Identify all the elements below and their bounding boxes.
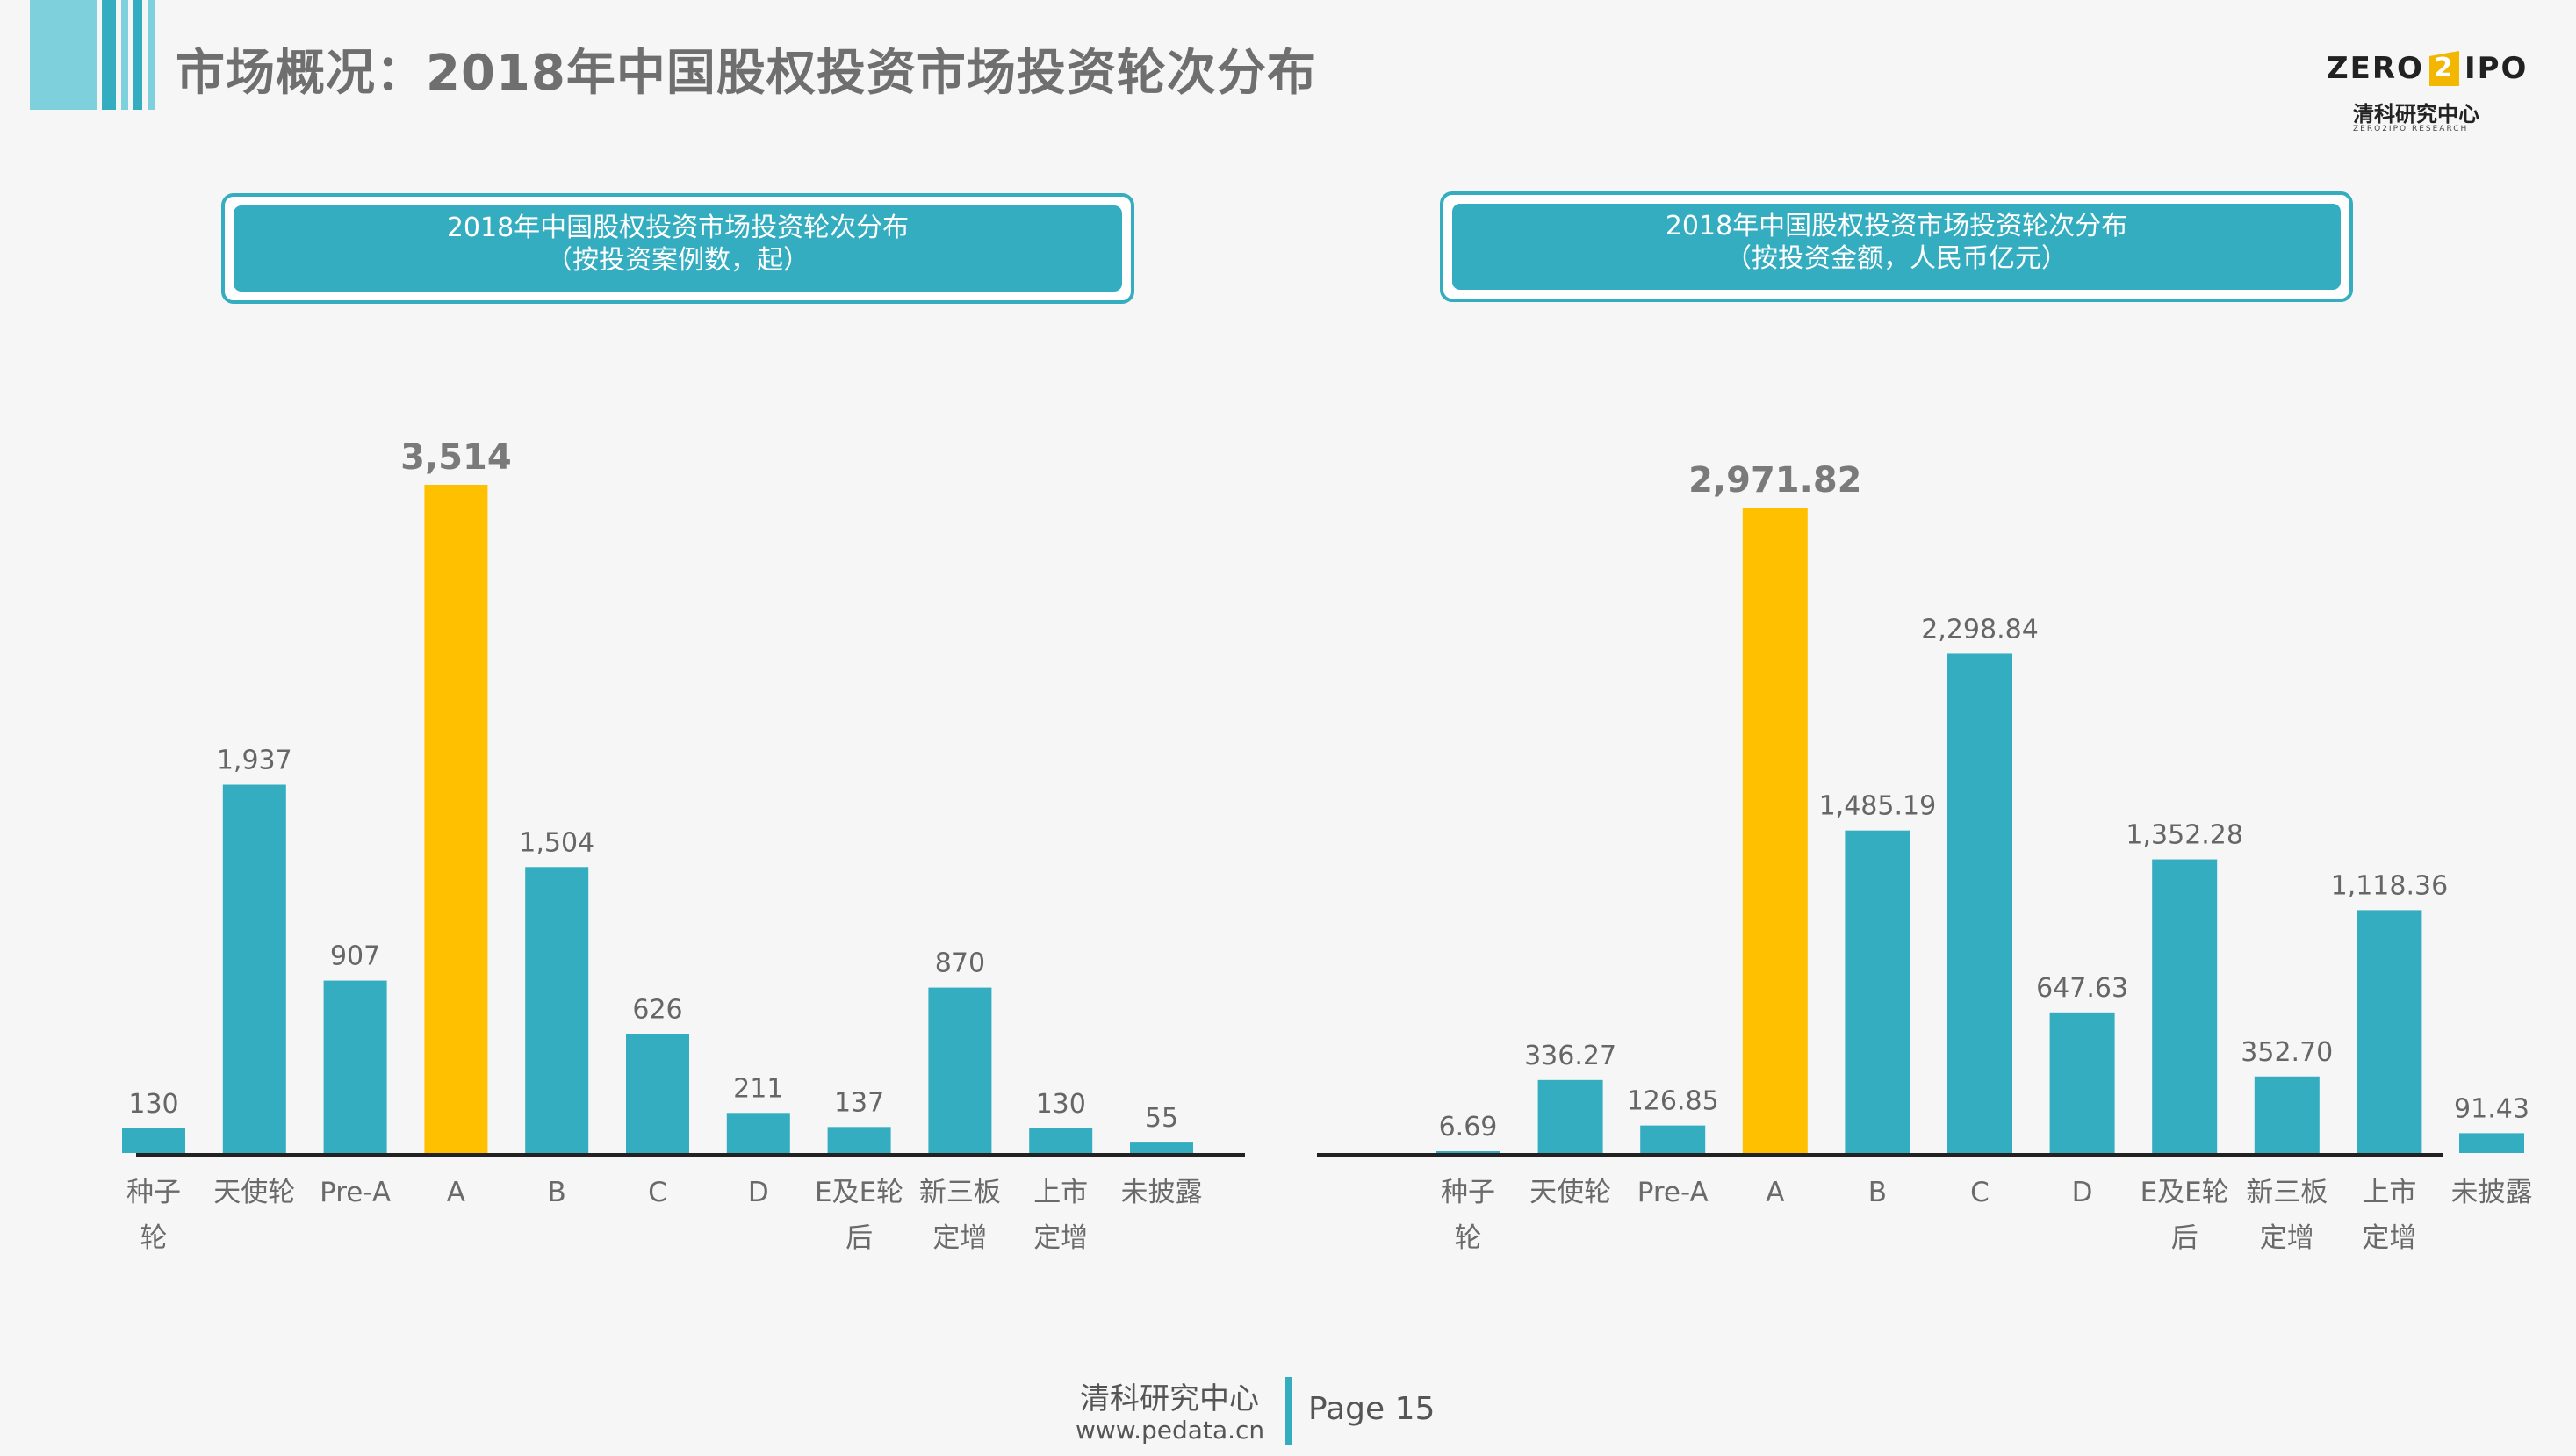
data-label: 130 — [1036, 1089, 1086, 1120]
bar — [424, 485, 488, 1153]
category-label: 种子轮 — [1441, 1177, 1495, 1254]
bar — [1436, 1151, 1500, 1153]
bar — [1845, 830, 1910, 1153]
chart-title-inner: 2018年中国股权投资市场投资轮次分布 （按投资案例数，起） — [234, 205, 1122, 292]
bar — [222, 784, 286, 1153]
data-label: 2,298.84 — [1921, 614, 2039, 645]
page-title: 市场概况：2018年中国股权投资市场投资轮次分布 — [176, 45, 1317, 102]
bar — [2357, 910, 2422, 1153]
data-label: 336.27 — [1524, 1041, 1616, 1071]
bar — [2254, 1076, 2320, 1153]
bar — [928, 987, 992, 1153]
category-label: 种子轮 — [126, 1177, 181, 1254]
data-label: 130 — [128, 1089, 178, 1120]
chart-title-inner: 2018年中国股权投资市场投资轮次分布 （按投资金额，人民币亿元） — [1452, 204, 2341, 290]
bar — [122, 1128, 185, 1153]
category-label: Pre-A — [320, 1177, 391, 1208]
chart-amount: 6.69 种子轮 336.27 天使轮 126.85 Pre-A 2,971.82 A 1,48… — [1317, 460, 2533, 1254]
category-label: D — [748, 1177, 769, 1208]
bar — [2049, 1012, 2115, 1153]
category-label: 新三板定增 — [2246, 1177, 2328, 1254]
data-label: 626 — [632, 994, 682, 1025]
chart-title-box-cases: 2018年中国股权投资市场投资轮次分布 （按投资案例数，起） — [221, 193, 1134, 304]
logo-tagline: ZERO2IPO RESEARCH — [2353, 125, 2469, 133]
bar — [1029, 1128, 1093, 1153]
data-label: 647.63 — [2036, 973, 2128, 1004]
bar — [1947, 653, 2012, 1153]
bar — [1742, 508, 1808, 1153]
category-label: E及E轮后 — [2141, 1177, 2229, 1254]
category-label: B — [1868, 1177, 1887, 1208]
category-label: B — [548, 1177, 566, 1208]
category-label: E及E轮后 — [815, 1177, 903, 1254]
bar — [525, 867, 589, 1153]
logo-left-text: ZERO — [2327, 51, 2424, 86]
category-label: 上市定增 — [1033, 1177, 1088, 1254]
chart-title-line2: （按投资案例数，起） — [546, 245, 809, 276]
category-label: D — [2072, 1177, 2093, 1208]
data-label: 126.85 — [1627, 1086, 1719, 1117]
bar — [1130, 1142, 1193, 1153]
category-label: 新三板定增 — [919, 1177, 1001, 1254]
logo-number: 2 — [2428, 51, 2459, 86]
category-label: C — [1970, 1177, 1990, 1208]
bar — [323, 980, 387, 1153]
category-label: Pre-A — [1637, 1177, 1709, 1208]
data-label: 55 — [1145, 1103, 1178, 1134]
footer-brand: 清科研究中心 — [1080, 1381, 1259, 1416]
category-label: 天使轮 — [1529, 1177, 1611, 1208]
chart-title-line2: （按投资金额，人民币亿元） — [1725, 243, 2068, 274]
category-label: A — [1766, 1177, 1784, 1208]
data-label: 211 — [733, 1073, 783, 1104]
header-decoration — [30, 0, 162, 110]
footer-divider — [1285, 1377, 1292, 1445]
logo-wordmark: ZERO 2 IPO — [2327, 51, 2528, 86]
page-number: Page 15 — [1308, 1391, 1436, 1427]
bar — [2459, 1133, 2524, 1153]
bar — [2152, 859, 2218, 1153]
bar — [1537, 1079, 1603, 1153]
category-label: A — [447, 1177, 465, 1208]
logo-subtitle: 清科研究中心 — [2353, 102, 2479, 126]
chart-title-box-amount: 2018年中国股权投资市场投资轮次分布 （按投资金额，人民币亿元） — [1440, 191, 2353, 302]
zero2ipo-logo: ZERO 2 IPO 清科研究中心 ZERO2IPO RESEARCH — [2327, 51, 2529, 139]
data-label: 2,971.82 — [1688, 460, 1861, 501]
bar — [726, 1113, 790, 1153]
data-label: 3,514 — [400, 437, 512, 478]
data-label: 1,937 — [217, 746, 292, 776]
chart-title-line1: 2018年中国股权投资市场投资轮次分布 — [1665, 211, 2128, 241]
chart-cases: 130 种子轮 1,937 天使轮 907 Pre-A 3,514 A 1,504 B 626 C 21… — [122, 437, 1245, 1254]
bar — [626, 1034, 689, 1153]
data-label: 91.43 — [2454, 1093, 2529, 1124]
data-label: 352.70 — [2241, 1037, 2333, 1068]
footer-url[interactable]: www.pedata.cn — [1076, 1416, 1265, 1445]
logo-right-text: IPO — [2464, 51, 2529, 86]
data-label: 137 — [834, 1087, 884, 1118]
bar — [827, 1127, 891, 1153]
data-label: 1,485.19 — [1819, 791, 1937, 822]
data-label: 870 — [935, 948, 985, 979]
data-label: 1,504 — [519, 827, 594, 858]
category-label: 天使轮 — [213, 1177, 295, 1208]
category-label: C — [648, 1177, 667, 1208]
data-label: 1,118.36 — [2331, 870, 2449, 901]
data-label: 6.69 — [1439, 1112, 1498, 1142]
category-label: 上市定增 — [2362, 1177, 2416, 1254]
bar — [1640, 1125, 1706, 1153]
data-label: 1,352.28 — [2126, 820, 2243, 851]
category-label: 未披露 — [1121, 1177, 1203, 1208]
chart-title-line1: 2018年中国股权投资市场投资轮次分布 — [446, 213, 910, 243]
category-label: 未披露 — [2451, 1177, 2533, 1208]
data-label: 907 — [330, 941, 380, 972]
